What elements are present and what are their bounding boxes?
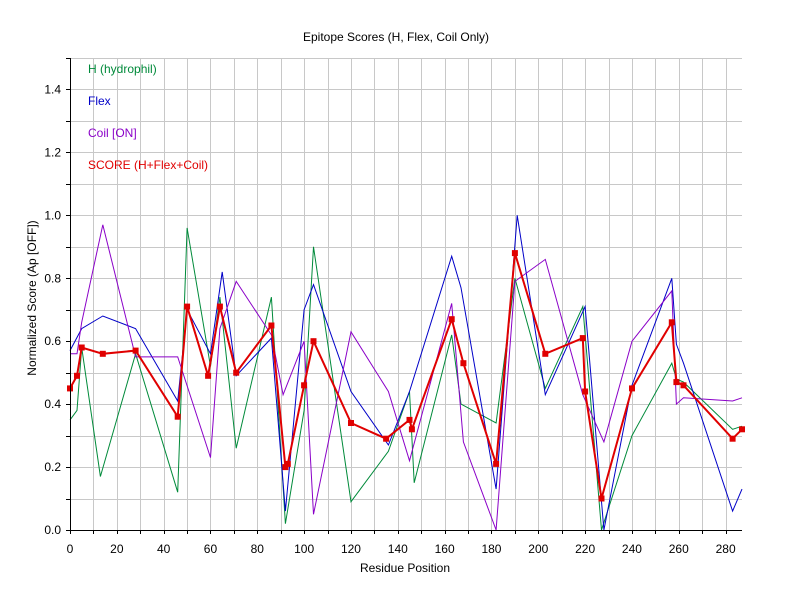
- series-line-1: [69, 227, 743, 531]
- score-point: [729, 435, 736, 442]
- score-point: [582, 388, 589, 395]
- x-tick-label: 80: [251, 542, 265, 556]
- y-tick-label: 0.4: [44, 397, 61, 411]
- score-point: [542, 350, 549, 357]
- y-axis-label: Normalized Score (Ap [OFF]): [25, 220, 39, 375]
- x-tick-label: 120: [341, 542, 361, 556]
- plot-area: [67, 215, 745, 531]
- score-point: [205, 372, 212, 379]
- axes: 0 20 40 60 80 100 120 140 160 180 200 220 240 260 280 0…: [44, 58, 742, 556]
- score-point: [629, 385, 635, 392]
- score-point: [680, 382, 687, 389]
- legend-entry-1: H (hydrophil): [88, 62, 157, 76]
- score-point: [132, 347, 139, 354]
- score-point: [301, 382, 308, 389]
- x-tick-label: 160: [435, 542, 455, 556]
- score-point: [174, 413, 181, 420]
- y-tick-label: 0.2: [44, 460, 61, 474]
- x-axis-label: Residue Position: [360, 561, 450, 575]
- score-point: [406, 416, 413, 423]
- x-tick-label: 60: [204, 542, 218, 556]
- x-tick-label: 20: [110, 542, 124, 556]
- score-point: [493, 460, 500, 467]
- score-point: [673, 379, 680, 386]
- y-tick-label: 0.8: [44, 271, 61, 285]
- legend-entry-3: Coil [ON]: [88, 126, 137, 140]
- legend: H (hydrophil) Flex Coil [ON] SCORE (H+Flex+…: [88, 62, 208, 172]
- legend-entry-4: SCORE (H+Flex+Coil): [88, 158, 208, 172]
- score-point: [233, 369, 240, 376]
- grid: [70, 58, 742, 530]
- score-point: [598, 495, 605, 502]
- y-tick-label: 0.0: [44, 523, 61, 537]
- score-point: [383, 435, 390, 442]
- score-point: [282, 464, 289, 471]
- x-tick-label: 40: [157, 542, 171, 556]
- x-tick-label: 280: [716, 542, 736, 556]
- x-tick-label: 260: [669, 542, 689, 556]
- score-point: [184, 303, 191, 310]
- y-tick-label: 1.2: [44, 145, 61, 159]
- score-point: [284, 460, 291, 467]
- score-point: [310, 338, 317, 345]
- score-point: [460, 360, 467, 367]
- y-tick-label: 1.0: [44, 208, 61, 222]
- score-point: [579, 335, 586, 342]
- x-tick-label: 180: [481, 542, 501, 556]
- score-point: [216, 303, 223, 310]
- score-point: [74, 372, 80, 379]
- score-point: [668, 319, 675, 326]
- score-point: [78, 344, 85, 351]
- x-tick-label: 140: [388, 542, 408, 556]
- score-point: [99, 350, 106, 357]
- x-tick-label: 200: [528, 542, 548, 556]
- score-point: [739, 426, 745, 433]
- x-tick-label: 100: [294, 542, 314, 556]
- chart-title: Epitope Scores (H, Flex, Coil Only): [303, 30, 489, 44]
- score-point: [348, 420, 354, 426]
- score-point: [448, 316, 455, 323]
- y-tick-label: 0.6: [44, 334, 61, 348]
- score-point: [408, 426, 415, 433]
- x-tick-label: 220: [575, 542, 595, 556]
- score-point: [268, 322, 275, 329]
- legend-entry-2: Flex: [88, 94, 111, 108]
- y-tick-label: 1.4: [44, 82, 61, 96]
- series-line-3: [70, 224, 743, 531]
- x-tick-label: 240: [622, 542, 642, 556]
- x-tick-label: 0: [67, 542, 74, 556]
- score-point: [511, 250, 518, 257]
